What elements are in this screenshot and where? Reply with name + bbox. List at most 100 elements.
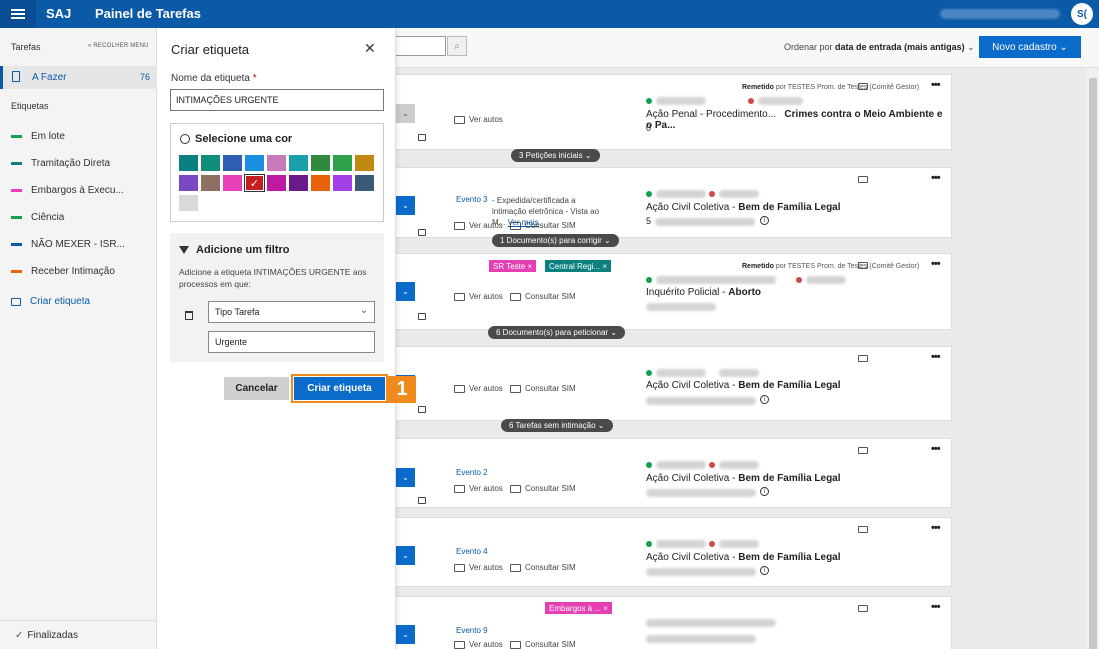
pin-icon[interactable] <box>858 526 868 533</box>
tag-chip[interactable]: Central Regi... × <box>545 260 612 272</box>
collapse-menu-button[interactable]: « RECOLHER MENU <box>88 43 149 49</box>
consultar-sim-link[interactable]: Consultar SIM <box>510 384 576 393</box>
sidebar-tag-receber-intimacao[interactable]: Receber Intimação <box>11 266 115 277</box>
color-swatch[interactable] <box>355 155 374 171</box>
action-dropdown[interactable]: ⌄ <box>395 196 415 215</box>
ver-autos-link[interactable]: Ver autos <box>454 640 503 649</box>
avatar[interactable]: S( <box>1071 3 1093 25</box>
hamburger-menu-icon[interactable] <box>0 0 36 28</box>
color-swatch[interactable] <box>333 155 352 171</box>
group-pill[interactable]: 6 Tarefas sem intimação ⌄ <box>501 419 613 432</box>
scrollbar-thumb[interactable] <box>1089 78 1097 649</box>
sort-dropdown[interactable]: Ordenar por data de entrada (mais antiga… <box>784 42 975 52</box>
action-dropdown[interactable]: ⌄ <box>395 282 415 301</box>
filter-field-select[interactable]: Tipo Tarefa ⌄ <box>208 301 375 323</box>
task-card[interactable]: ar ⌄ Evento 2 Ver autos Consultar SIM ••… <box>375 438 952 508</box>
more-options-icon[interactable]: ••• <box>931 351 941 363</box>
color-swatch[interactable] <box>245 155 264 171</box>
ver-autos-link[interactable]: Ver autos <box>454 563 503 572</box>
color-swatch[interactable] <box>289 155 308 171</box>
group-pill[interactable]: 3 Petições iniciais ⌄ <box>511 149 600 162</box>
ver-autos-link[interactable]: Ver autos <box>454 384 503 393</box>
group-pill[interactable]: 1 Documento(s) para corrigir ⌄ <box>492 234 619 247</box>
color-swatch[interactable]: ✓ <box>244 174 265 192</box>
ver-autos-link[interactable]: Ver autos <box>454 292 503 301</box>
sidebar-tag-embargos[interactable]: Embargos à Execu... <box>11 185 124 196</box>
sidebar-tag-tramitacao[interactable]: Tramitação Direta <box>11 158 110 169</box>
action-dropdown[interactable]: ⌄ <box>395 625 415 644</box>
ver-autos-link[interactable]: Ver autos <box>454 115 503 124</box>
action-dropdown[interactable]: ⌄ <box>395 468 415 487</box>
color-swatch[interactable] <box>333 175 352 191</box>
group-pill[interactable]: 6 Documento(s) para peticionar ⌄ <box>488 326 625 339</box>
color-swatch[interactable] <box>267 175 286 191</box>
color-swatch[interactable] <box>223 155 242 171</box>
cancel-button[interactable]: Cancelar <box>224 377 289 400</box>
pin-icon[interactable] <box>858 605 868 612</box>
color-swatch[interactable] <box>267 155 286 171</box>
task-card[interactable]: ar ⌄ Ver autos Remetido por TESTES Prom.… <box>375 74 952 150</box>
comment-icon[interactable] <box>418 134 426 141</box>
tag-chip[interactable]: SR Teste × <box>489 260 537 272</box>
trash-icon[interactable] <box>185 311 193 320</box>
consultar-sim-link[interactable]: Consultar SIM <box>510 640 576 649</box>
more-options-icon[interactable]: ••• <box>931 172 941 184</box>
task-card[interactable]: ar ⌄ Evento 3 - Expedida/certificada a i… <box>375 167 952 238</box>
pin-icon[interactable] <box>858 176 868 183</box>
task-card[interactable]: ar ⌄ Ver autos Consultar SIM ••• Ação Ci… <box>375 346 952 421</box>
pin-icon[interactable] <box>858 447 868 454</box>
info-icon[interactable]: i <box>760 566 769 575</box>
task-card[interactable]: SR Teste × Central Regi... × ar ⌄ Ver au… <box>375 253 952 330</box>
more-options-icon[interactable]: ••• <box>931 258 941 270</box>
create-tag-link[interactable]: Criar etiqueta <box>11 296 90 307</box>
comment-icon[interactable] <box>418 313 426 320</box>
sidebar-item-finalizadas[interactable]: ✓ Finalizadas <box>0 620 157 649</box>
color-swatch[interactable] <box>201 175 220 191</box>
color-swatch[interactable] <box>289 175 308 191</box>
new-button[interactable]: Novo cadastro ⌄ <box>979 36 1081 58</box>
filter-value-input[interactable]: Urgente <box>208 331 375 353</box>
comment-icon[interactable] <box>418 497 426 504</box>
see-more-link[interactable]: Ver mais <box>507 218 539 227</box>
more-options-icon[interactable]: ••• <box>931 601 941 613</box>
sidebar-tag-nao-mexer[interactable]: NÃO MEXER - ISR... <box>11 239 125 250</box>
consultar-sim-link[interactable]: Consultar SIM <box>510 221 576 230</box>
tag-chip[interactable]: Embargos à ... × <box>545 602 612 614</box>
info-icon[interactable]: i <box>760 487 769 496</box>
pin-icon[interactable] <box>858 262 868 269</box>
action-dropdown[interactable]: ⌄ <box>395 104 415 123</box>
sidebar-item-todo[interactable]: A Fazer 76 <box>0 66 157 89</box>
task-card[interactable]: ar ⌄ Evento 4 Ver autos Consultar SIM ••… <box>375 517 952 587</box>
more-options-icon[interactable]: ••• <box>931 522 941 534</box>
search-input[interactable] <box>394 36 446 56</box>
comment-icon[interactable] <box>418 406 426 413</box>
color-swatch[interactable] <box>223 175 242 191</box>
ver-autos-link[interactable]: Ver autos <box>454 221 503 230</box>
scrollbar[interactable] <box>1086 68 1099 649</box>
search-icon[interactable]: ⌕ <box>447 36 467 56</box>
task-card[interactable]: Embargos à ... × ar ⌄ Evento 9 Ver autos… <box>375 596 952 649</box>
sidebar-tag-em-lote[interactable]: Em lote <box>11 131 65 142</box>
sidebar-tag-ciencia[interactable]: Ciência <box>11 212 64 223</box>
consultar-sim-link[interactable]: Consultar SIM <box>510 292 576 301</box>
ver-autos-link[interactable]: Ver autos <box>454 484 503 493</box>
pin-icon[interactable] <box>858 83 868 90</box>
color-swatch[interactable] <box>179 175 198 191</box>
more-options-icon[interactable]: ••• <box>931 443 941 455</box>
color-swatch[interactable] <box>311 155 330 171</box>
comment-icon[interactable] <box>418 229 426 236</box>
color-swatch[interactable] <box>311 175 330 191</box>
color-swatch[interactable] <box>355 175 374 191</box>
pin-icon[interactable] <box>858 355 868 362</box>
info-icon[interactable]: i <box>760 395 769 404</box>
info-icon[interactable]: i <box>760 216 769 225</box>
consultar-sim-link[interactable]: Consultar SIM <box>510 484 576 493</box>
color-swatch[interactable] <box>179 155 198 171</box>
close-icon[interactable]: ✕ <box>364 40 376 56</box>
tag-name-input[interactable]: INTIMAÇÕES URGENTE <box>170 89 384 111</box>
color-swatch[interactable] <box>201 155 220 171</box>
consultar-sim-link[interactable]: Consultar SIM <box>510 563 576 572</box>
create-tag-button[interactable]: Criar etiqueta <box>291 374 388 403</box>
more-options-icon[interactable]: ••• <box>931 79 941 91</box>
color-swatch[interactable] <box>179 195 198 211</box>
